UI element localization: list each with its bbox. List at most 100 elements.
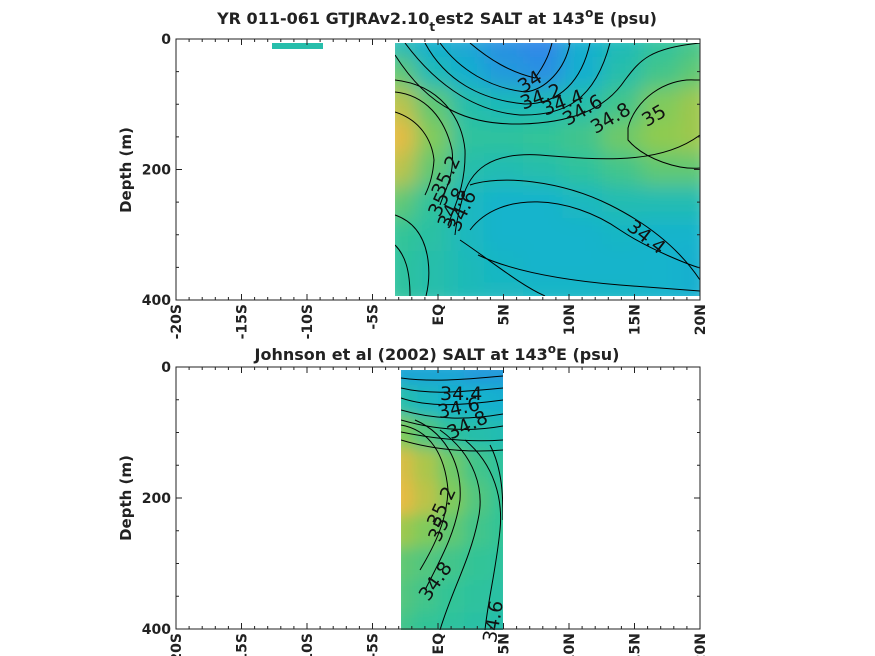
top-heatmap-cell [451, 282, 485, 296]
top-heatmap-cell [523, 251, 564, 284]
bot-heatmap-cell [464, 547, 492, 581]
bot-heatmap-cell [413, 370, 439, 386]
top-heatmap-cell [562, 43, 603, 58]
bottom-title-superscript: o [548, 342, 556, 356]
bottom-y-axis-label: Depth (m) [117, 455, 135, 541]
top-heatmap-cell [451, 251, 485, 284]
top-y-axis: 0 200 400 [142, 32, 700, 309]
top-title-superscript: o [585, 6, 593, 20]
bottom-contour-35-2 [401, 424, 449, 571]
bottom-contour-7 [401, 439, 503, 452]
top-heatmap-cell [395, 43, 416, 58]
top-heatmap-cell [680, 185, 700, 220]
bot-x-tick-label: 15N [628, 633, 644, 656]
top-heatmap-cell [415, 43, 453, 58]
bottom-contour-4 [401, 409, 503, 419]
top-contour-34-4-loop [469, 201, 700, 269]
bottom-panel: Johnson et al (2002) SALT at 143oE (psu)… [117, 342, 709, 656]
bottom-contour-6 [401, 431, 503, 442]
bottom-title-part-2: E (psu) [556, 345, 620, 364]
bottom-contour-2 [401, 387, 503, 393]
bottom-contour-1 [401, 375, 503, 381]
bot-heatmap-cell [490, 547, 503, 581]
top-heatmap-cell [562, 251, 603, 284]
top-heatmap-cell [641, 87, 682, 122]
bottom-heatmap [401, 370, 503, 630]
bot-heatmap-cell [438, 481, 466, 516]
top-small-patch [272, 43, 323, 49]
top-heatmap-cell [483, 185, 525, 220]
top-title-part-3: E (psu) [593, 9, 657, 28]
top-heatmap-cell [601, 43, 643, 58]
top-y-tick-label: 0 [161, 32, 171, 48]
top-x-tick-label: -5S [366, 304, 382, 330]
bot-heatmap-cell [490, 481, 503, 516]
top-heatmap-cell [483, 251, 525, 284]
top-heatmap-cell [601, 87, 643, 122]
top-contour-left-2 [395, 244, 411, 296]
top-x-tick-label: -20S [169, 304, 185, 339]
bot-x-tick-label: -15S [235, 633, 251, 656]
top-heatmap [395, 43, 700, 296]
top-x-tick-label: 5N [497, 304, 513, 325]
top-heatmap-cell [562, 120, 603, 155]
bottom-contour-3 [401, 397, 503, 406]
top-heatmap-cell [483, 43, 525, 58]
bot-heatmap-cell [464, 579, 492, 614]
bot-heatmap-cell [464, 416, 492, 450]
top-x-tick-label: 15N [628, 304, 644, 335]
top-title-subscript: t [429, 20, 435, 34]
top-heatmap-cell [523, 87, 564, 122]
top-contour-34-2 [439, 43, 571, 93]
bot-heatmap-cell [464, 481, 492, 516]
bot-heatmap-cell [413, 612, 439, 630]
bot-x-tick-label: 10N [562, 633, 578, 656]
bot-heatmap-cell [490, 514, 503, 549]
top-heatmap-cell [601, 218, 643, 252]
bot-x-tick-label: -20S [169, 633, 185, 656]
bot-x-tick-label: EQ [431, 633, 447, 655]
top-x-tick-label: EQ [431, 304, 447, 326]
bottom-contour-34-8 [439, 429, 481, 630]
top-heatmap-cell [395, 218, 416, 252]
top-x-tick-label: 10N [562, 304, 578, 335]
top-heatmap-cell [415, 218, 453, 252]
bot-heatmap-cell [401, 547, 415, 581]
bot-y-tick-label: 0 [161, 360, 171, 376]
top-contour-35-left [395, 91, 454, 206]
bot-heatmap-cell [490, 612, 503, 630]
bot-y-tick-label: 400 [142, 622, 171, 638]
bot-heatmap-cell [464, 612, 492, 630]
top-panel-title: YR 011-061 GTJRAv2.10test2 SALT at 143oE… [216, 6, 657, 34]
bot-heatmap-cell [490, 416, 503, 450]
top-heatmap-cell [641, 185, 682, 220]
top-heatmap-cell [680, 153, 700, 187]
top-heatmap-cell [601, 185, 643, 220]
bottom-y-axis: 0 200 400 [142, 360, 700, 638]
top-heatmap-cell [395, 251, 416, 284]
bot-heatmap-cell [401, 579, 415, 614]
top-heatmap-cell [641, 153, 682, 187]
bot-heatmap-cell [438, 385, 466, 418]
top-heatmap-cell [601, 120, 643, 155]
top-heatmap-cell [562, 282, 603, 296]
top-heatmap-cell [601, 251, 643, 284]
top-heatmap-cell [641, 56, 682, 89]
top-x-tick-label: -15S [235, 304, 251, 339]
top-heatmap-cell [451, 43, 485, 58]
bot-heatmap-cell [401, 448, 415, 483]
bot-heatmap-cell [490, 370, 503, 386]
top-y-tick-label: 200 [142, 163, 171, 179]
bot-heatmap-cell [413, 448, 439, 483]
top-contour-34-6-mid [454, 134, 700, 236]
top-contour-34-4-lower [469, 179, 700, 281]
bottom-title-part-1: Johnson et al (2002) SALT at 143 [254, 345, 548, 364]
top-heatmap-cell [483, 282, 525, 296]
top-heatmap-cell [395, 56, 416, 89]
top-heatmap-cell [641, 43, 682, 58]
top-title-part-2: est2 SALT at 143 [435, 9, 585, 28]
bottom-contour-34-6 [464, 439, 502, 630]
bot-x-tick-label: 20N [693, 633, 709, 656]
top-heatmap-cell [523, 120, 564, 155]
